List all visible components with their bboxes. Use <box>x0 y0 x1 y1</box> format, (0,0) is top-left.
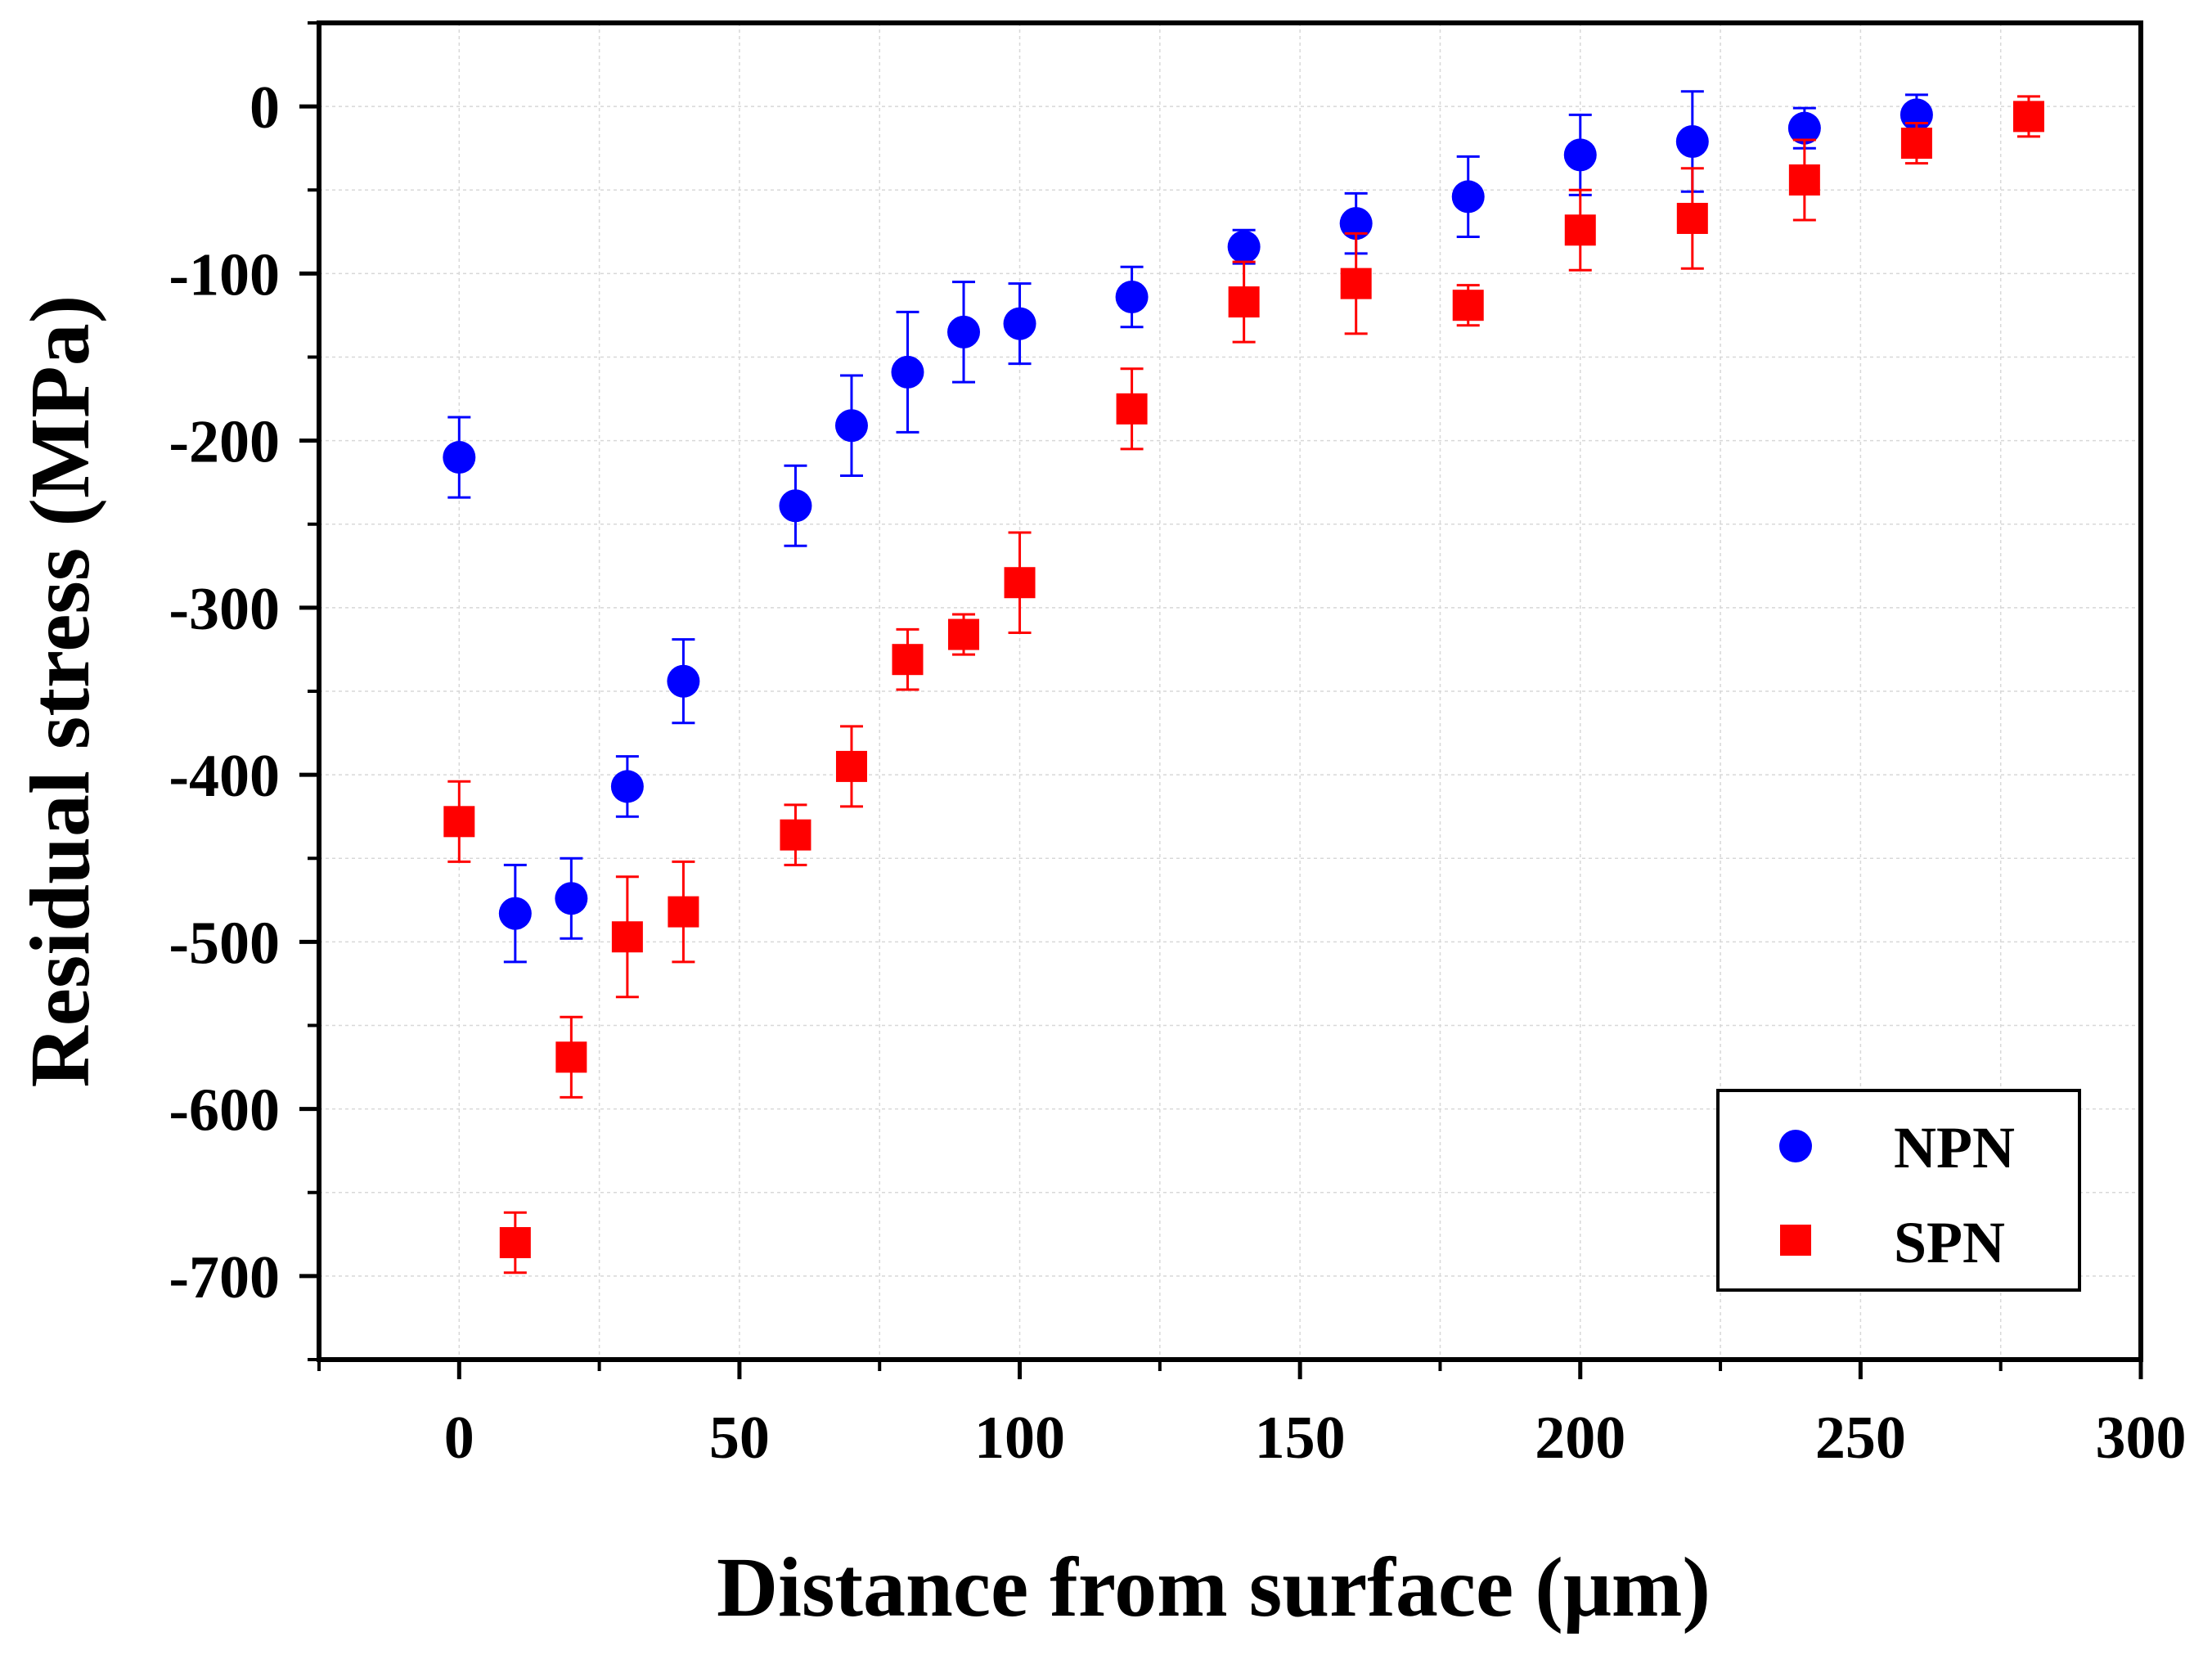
npn-point <box>1563 138 1597 172</box>
axis-ticks: 0 50 100 150 200 250 300 0 -100 -200 -300 -400 -500 -… <box>169 74 2186 1472</box>
spn-point <box>948 618 980 650</box>
series-spn <box>443 95 2044 1275</box>
spn-point <box>1116 393 1148 425</box>
y-tick-label: 0 <box>250 74 280 142</box>
spn-point <box>1228 286 1260 318</box>
npn-point <box>947 315 981 348</box>
x-tick-label: 50 <box>709 1405 770 1472</box>
npn-point <box>1451 180 1485 214</box>
x-axis-title: Distance from surface (μm) <box>717 1540 1711 1634</box>
spn-point <box>499 1227 531 1259</box>
npn-point <box>555 882 588 915</box>
legend-spn-marker <box>1780 1225 1811 1256</box>
spn-point <box>1452 290 1484 321</box>
npn-point <box>1675 125 1709 159</box>
x-tick-label: 0 <box>444 1405 474 1472</box>
npn-point <box>1787 111 1821 145</box>
npn-point <box>834 409 868 443</box>
spn-point <box>668 896 699 928</box>
spn-point <box>1788 164 1820 196</box>
npn-point <box>891 355 924 389</box>
plot-frame <box>317 20 2143 1362</box>
y-tick-label: -200 <box>169 409 280 476</box>
x-tick-label: 150 <box>1255 1405 1346 1472</box>
npn-point <box>1115 280 1149 313</box>
npn-point <box>1003 307 1036 340</box>
spn-point <box>2012 101 2044 133</box>
spn-point <box>555 1041 587 1073</box>
npn-point <box>1339 207 1373 241</box>
spn-point <box>443 806 475 838</box>
spn-point <box>1676 202 1708 234</box>
npn-point <box>443 441 476 474</box>
y-tick-label: -600 <box>169 1077 280 1144</box>
x-tick-label: 250 <box>1815 1405 1906 1472</box>
legend: NPN SPN <box>1716 1089 2081 1292</box>
spn-point <box>611 921 643 953</box>
x-tick-label: 200 <box>1535 1405 1625 1472</box>
spn-point <box>1900 128 1932 160</box>
y-tick-label: -100 <box>169 241 280 308</box>
x-tick-label: 300 <box>2096 1405 2187 1472</box>
spn-point <box>835 750 867 782</box>
x-tick-label: 100 <box>974 1405 1065 1472</box>
npn-point <box>1227 230 1261 263</box>
npn-point <box>779 489 812 523</box>
legend-npn-marker <box>1779 1130 1812 1162</box>
y-tick-label: -400 <box>169 743 280 810</box>
spn-point <box>780 819 812 851</box>
npn-point <box>610 770 644 803</box>
legend-box <box>1716 1089 2081 1292</box>
legend-npn-label: NPN <box>1894 1115 2015 1180</box>
spn-point <box>1004 567 1036 599</box>
y-tick-label: -700 <box>169 1244 280 1311</box>
spn-point <box>1340 268 1372 299</box>
spn-point <box>892 644 924 676</box>
y-tick-label: -500 <box>169 910 280 977</box>
y-axis-title: Residual stress (MPa) <box>13 295 107 1088</box>
y-tick-label: -300 <box>169 576 280 643</box>
npn-point <box>498 897 532 930</box>
spn-point <box>1564 214 1596 246</box>
legend-spn-label: SPN <box>1894 1210 2005 1275</box>
npn-point <box>667 664 700 698</box>
data-layer <box>443 90 2044 1275</box>
